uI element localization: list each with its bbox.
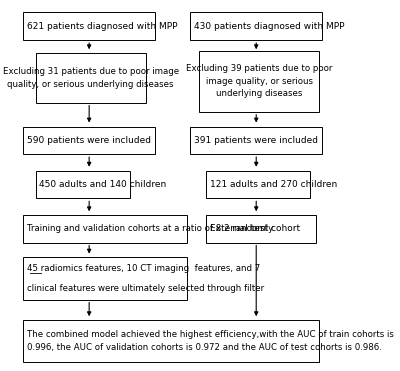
FancyBboxPatch shape [23, 320, 319, 362]
Text: 450 adults and 140 children: 450 adults and 140 children [39, 180, 166, 189]
Text: 590 patients were included: 590 patients were included [27, 136, 151, 145]
FancyBboxPatch shape [190, 127, 322, 154]
Text: 391 patients were included: 391 patients were included [194, 136, 318, 145]
Text: 621 patients diagnosed with MPP: 621 patients diagnosed with MPP [27, 22, 177, 31]
FancyBboxPatch shape [206, 171, 310, 198]
FancyBboxPatch shape [36, 53, 146, 103]
Text: Excluding 31 patients due to poor image
quality, or serious underlying diseases: Excluding 31 patients due to poor image … [3, 67, 179, 89]
Text: 121 adults and 270 children: 121 adults and 270 children [210, 180, 337, 189]
FancyBboxPatch shape [190, 13, 322, 40]
FancyBboxPatch shape [36, 171, 130, 198]
FancyBboxPatch shape [23, 257, 187, 300]
Text: 45 radiomics features, 10 CT imaging  features, and 7: 45 radiomics features, 10 CT imaging fea… [27, 264, 260, 273]
Text: clinical features were ultimately selected through filter: clinical features were ultimately select… [27, 284, 264, 293]
Text: 430 patients diagnosed with MPP: 430 patients diagnosed with MPP [194, 22, 344, 31]
FancyBboxPatch shape [23, 13, 155, 40]
FancyBboxPatch shape [206, 215, 316, 243]
FancyBboxPatch shape [23, 127, 155, 154]
Text: Training and validation cohorts at a ratio of 8:2 randomly: Training and validation cohorts at a rat… [27, 224, 273, 233]
FancyBboxPatch shape [200, 51, 319, 112]
Text: Excluding 39 patients due to poor
image quality, or serious
underlying diseases: Excluding 39 patients due to poor image … [186, 65, 332, 98]
Text: External test cohort: External test cohort [210, 224, 300, 233]
FancyBboxPatch shape [23, 215, 187, 243]
Text: The combined model achieved the highest efficiency,with the AUC of train cohorts: The combined model achieved the highest … [27, 330, 394, 352]
